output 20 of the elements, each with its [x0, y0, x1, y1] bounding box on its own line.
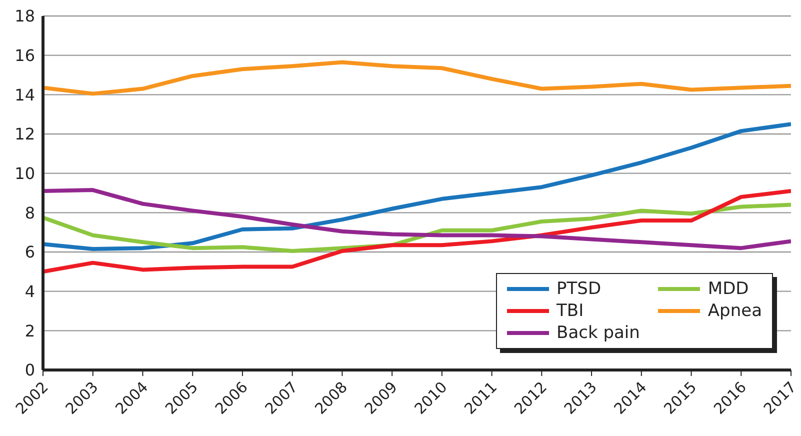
- legend-label: Apnea: [708, 301, 762, 321]
- line-series: [43, 189, 791, 274]
- line-series: [43, 122, 791, 252]
- legend-label: Back pain: [556, 323, 640, 343]
- legend-label: MDD: [708, 279, 749, 299]
- y-tick-label: 6: [24, 242, 35, 262]
- legend-label: PTSD: [556, 279, 602, 299]
- line-series: [43, 202, 791, 254]
- y-tick-label: 4: [24, 282, 35, 302]
- y-tick-label: 16: [14, 46, 35, 66]
- line-series: [43, 60, 791, 96]
- line-series: [43, 188, 791, 250]
- legend-label: TBI: [556, 301, 584, 321]
- y-tick-label: 12: [14, 124, 35, 144]
- y-tick-label: 8: [24, 203, 35, 222]
- y-tick-label: 0: [24, 360, 35, 380]
- y-tick-label: 2: [24, 321, 35, 340]
- y-tick-label: 10: [14, 164, 35, 184]
- y-tick-label: 14: [14, 85, 35, 104]
- y-tick-label: 18: [14, 6, 35, 26]
